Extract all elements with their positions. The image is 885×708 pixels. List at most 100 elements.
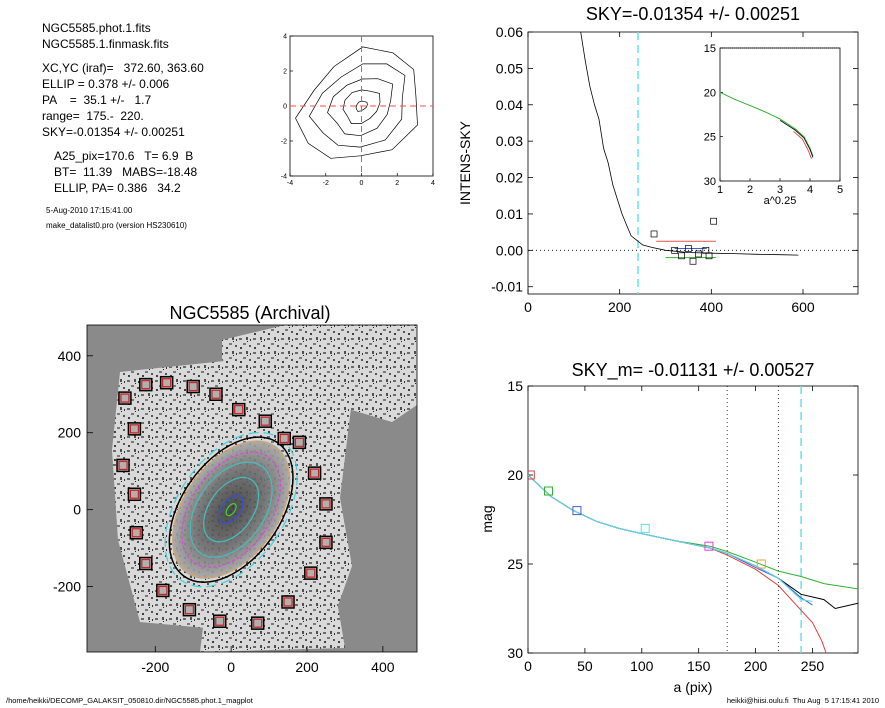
- sky-title: SKY=-0.01354 +/- 0.00251: [586, 4, 800, 24]
- info-line: XC,YC (iraf)= 372.60, 363.60: [42, 61, 204, 75]
- sky-box-marker: [292, 435, 307, 450]
- sky-box-marker: [304, 566, 318, 580]
- info-line: range= 175.- 220.: [42, 109, 144, 123]
- sky-box-marker: [281, 595, 295, 609]
- contour-xtick-label: -4: [287, 180, 293, 187]
- mag-panel: 0 50 100 150 200 250 15 20 25 30: [507, 378, 859, 674]
- sky-box-marker: [319, 497, 333, 511]
- sky-box-marker: [118, 391, 132, 405]
- contour-panel: -4 -2 0 2 4 4 2 0 -2 -4: [281, 34, 435, 188]
- info-line: BT= 11.39 MABS=-18.48: [54, 165, 198, 179]
- mag-ytick-label: 20: [507, 467, 523, 483]
- sky-box-marker: [307, 466, 322, 480]
- mag-xtick-label: 100: [630, 658, 654, 674]
- info-panel: NGC5585.phot.1.fits NGC5585.1.finmask.fi…: [0, 0, 300, 240]
- sky-square-marker: [671, 246, 679, 254]
- mag-xlabel: a (pix): [674, 679, 713, 695]
- sky-xtick-label: 400: [700, 299, 724, 315]
- sky-box-inner: [321, 499, 331, 509]
- contour-xtick-label: -2: [323, 180, 329, 187]
- sky-square-marker: [705, 252, 713, 260]
- mag-profile-line: [528, 474, 827, 653]
- mag-xtick-label: 250: [801, 658, 825, 674]
- image-ytick-label: 0: [73, 502, 81, 518]
- isophote-ellipse: [181, 451, 282, 568]
- sky-box-inner: [120, 393, 130, 403]
- contour-ytick-label: 4: [283, 34, 287, 41]
- inset-ytick-label: 30: [704, 176, 716, 188]
- inset-frame: [719, 47, 841, 182]
- sky-box-inner: [131, 528, 141, 538]
- sky-box-marker: [209, 387, 223, 401]
- sky-square-marker: [678, 252, 685, 260]
- sky-box-inner: [306, 568, 316, 578]
- image-ytick-label: 200: [58, 425, 82, 441]
- mag-ylabel: mag: [479, 505, 495, 532]
- mag-xtick-label: 50: [577, 658, 593, 674]
- info-line: ELLIP, PA= 0.386 34.2: [54, 181, 181, 195]
- image-xtick-label: 0: [227, 659, 235, 675]
- mag-profile-line: [528, 474, 858, 610]
- sky-square-marker: [695, 250, 702, 258]
- info-line: NGC5585.1.finmask.fits: [42, 37, 169, 51]
- image-panel: -200 0 200 400 400 200 0 -200: [53, 324, 418, 675]
- sky-box-marker: [139, 556, 153, 571]
- contour-ytick-label: -2: [281, 139, 287, 146]
- contour-level: [308, 63, 406, 148]
- mag-marker: [528, 470, 535, 480]
- sky-box-inner: [234, 405, 244, 415]
- sky-box-inner: [162, 378, 172, 388]
- image-frame: [86, 324, 418, 653]
- inset-xtick-label: 4: [807, 184, 813, 196]
- contour-xtick-label: 4: [431, 180, 435, 187]
- inset-xtick-label: 3: [777, 184, 783, 196]
- sky-box-marker: [186, 379, 200, 394]
- sky-ytick-label: 0.00: [496, 242, 523, 258]
- sky-box-marker: [159, 375, 174, 390]
- info-line: PA = 35.1 +/- 1.7: [42, 93, 152, 107]
- sky-square-marker: [710, 217, 717, 225]
- sky-box-inner: [279, 433, 289, 444]
- mag-ytick-label: 30: [507, 645, 523, 661]
- mag-xtick-label: 200: [744, 658, 768, 674]
- sky-ytick-label: 0.03: [496, 133, 523, 149]
- sky-box-inner: [141, 558, 151, 569]
- footer-stamp: heikki@hiisi.oulu.fi Thu Aug 5 17:15:41 …: [726, 696, 879, 705]
- sky-ytick-label: 0.01: [496, 206, 523, 222]
- mag-marker: [543, 486, 553, 496]
- mag-marker: [572, 506, 582, 516]
- inset-ytick-label: 15: [704, 43, 716, 55]
- sky-box-inner: [211, 389, 221, 399]
- galaxy-disk: [171, 440, 291, 579]
- sky-profile-line: [580, 32, 799, 256]
- sky-box-inner: [294, 437, 305, 447]
- sky-box-inner: [158, 585, 168, 596]
- isophote-ellipse: [203, 476, 260, 543]
- sky-box-inner: [141, 380, 151, 390]
- sky-box-marker: [319, 535, 333, 550]
- inset-curve-green: [719, 91, 814, 157]
- image-field-strip: [200, 560, 345, 652]
- image-ytick-label: 400: [58, 348, 82, 364]
- sky-square-marker: [689, 257, 697, 265]
- inset-xtick-label: 5: [837, 184, 843, 196]
- sky-box-marker: [258, 414, 273, 428]
- contour-xtick-label: 0: [360, 180, 364, 187]
- sky-ytick-label: 0.02: [496, 170, 523, 186]
- image-field-tile: [222, 325, 417, 422]
- mag-title: SKY_m= -0.01131 +/- 0.00527: [572, 360, 815, 381]
- inset-xtick-label: 1: [717, 184, 723, 196]
- contour-level: [295, 46, 418, 159]
- image-ytick-label: -200: [53, 579, 81, 595]
- image-xtick-label: 400: [371, 659, 395, 675]
- inset-ytick-label: 20: [704, 87, 716, 99]
- sky-box-marker: [277, 431, 291, 446]
- contour-ytick-label: 2: [283, 69, 287, 76]
- info-line: ELLIP = 0.378 +/- 0.006: [42, 77, 170, 91]
- sky-box-marker: [127, 487, 142, 502]
- sky-panel: 0 200 400 600 0.06 0.05 0.04 0.03 0.02 0.01 0.00 -0…: [491, 24, 859, 315]
- mag-profile-line: [528, 474, 813, 602]
- inset-curve-red: [793, 130, 812, 159]
- isophote-ellipse: [189, 461, 273, 558]
- sky-box-marker: [213, 614, 227, 628]
